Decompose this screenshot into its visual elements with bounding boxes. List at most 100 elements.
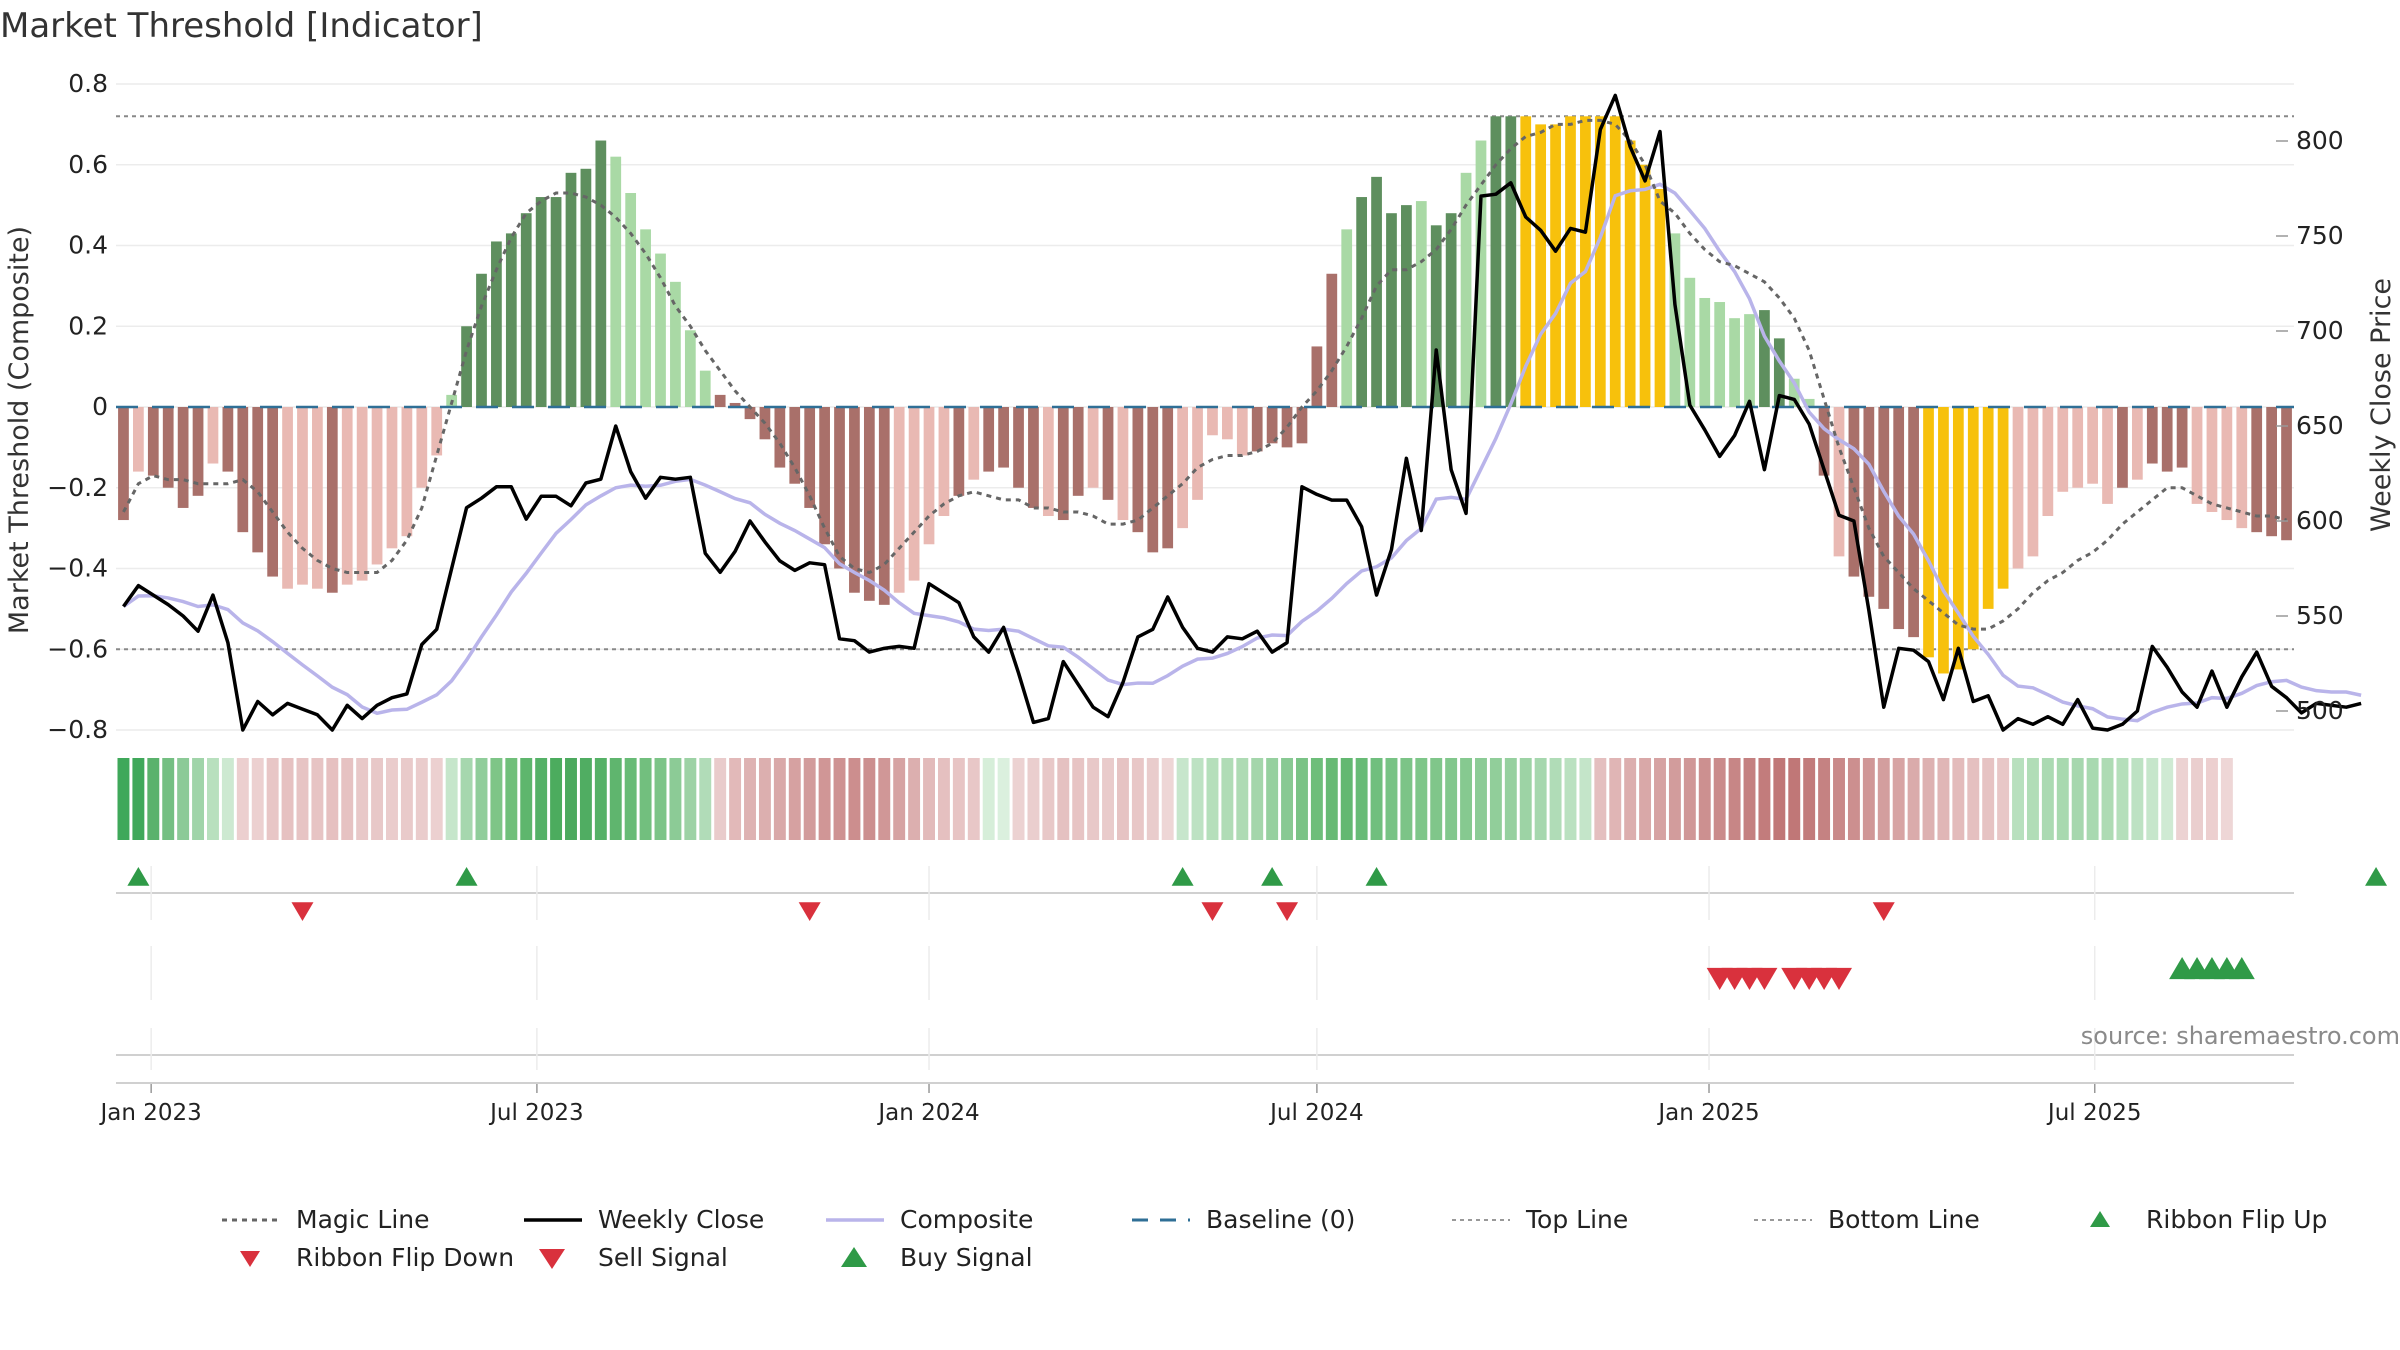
x-tick-label: Jan 2024 — [876, 1100, 979, 1126]
composite-bar — [1684, 277, 1696, 407]
ribbon-cell — [221, 758, 234, 840]
composite-bar — [670, 281, 681, 407]
ribbon-cell — [1609, 758, 1622, 840]
composite-bar — [1207, 407, 1218, 436]
composite-bar — [1952, 407, 1964, 670]
composite-bar — [1639, 164, 1651, 407]
composite-bar — [1251, 407, 1263, 452]
composite-bar — [1699, 297, 1711, 407]
ribbon-flip-down-marker — [291, 902, 314, 921]
composite-bar — [2146, 407, 2158, 464]
sell-signal-marker — [1826, 967, 1853, 990]
composite-bar — [1177, 407, 1188, 529]
composite-bar — [1028, 407, 1039, 508]
ribbon-cell — [251, 758, 264, 840]
ribbon-cell — [1251, 758, 1264, 840]
composite-bar — [1967, 407, 1979, 650]
ribbon-cell — [1281, 758, 1294, 840]
ribbon-cell — [594, 758, 607, 840]
ribbon-cell — [445, 758, 458, 840]
ribbon-cell — [1549, 758, 1562, 840]
composite-bar — [1654, 188, 1666, 407]
composite-bar — [461, 326, 472, 407]
signal-markers — [116, 866, 2388, 1084]
composite-bar — [878, 407, 890, 605]
legend-label: Top Line — [1526, 1205, 1629, 1234]
composite-bar — [640, 229, 651, 407]
composite-bar — [237, 407, 249, 533]
ribbon-cell — [1131, 758, 1144, 840]
composite-bar — [1714, 302, 1726, 407]
y-tick-label: −0.6 — [47, 634, 108, 663]
composite-bar — [804, 407, 816, 508]
ribbon-cell — [967, 758, 980, 840]
ribbon-cell — [1773, 758, 1786, 840]
ribbon-cell — [1534, 758, 1547, 840]
ribbon-cell — [2176, 758, 2189, 840]
ribbon-cell — [714, 758, 727, 840]
composite-bar — [491, 241, 502, 407]
ribbon-cell — [1937, 758, 1950, 840]
ribbon-cell — [1803, 758, 1816, 840]
ribbon-cell — [1445, 758, 1458, 840]
composite-bar — [1938, 407, 1949, 674]
ribbon-cell — [729, 758, 742, 840]
legend-icon — [240, 1250, 260, 1267]
ribbon-cell — [132, 758, 145, 840]
ribbon-cell — [1877, 758, 1890, 840]
y-tick-label: 0.4 — [68, 231, 108, 260]
ribbon-cell — [1042, 758, 1055, 840]
composite-bar — [893, 407, 905, 593]
ribbon-cell — [609, 758, 622, 840]
composite-bar — [550, 197, 562, 407]
composite-bar — [1147, 407, 1159, 553]
ribbon-cell — [147, 758, 160, 840]
composite-bar — [1535, 124, 1547, 407]
composite-bar — [2012, 407, 2024, 569]
composite-line — [122, 182, 2362, 723]
composite-bar — [2117, 407, 2128, 488]
legend-label: Buy Signal — [900, 1243, 1033, 1272]
ribbon-flip-up-marker — [1365, 867, 1388, 886]
ribbon-cell — [803, 758, 816, 840]
legend-label: Ribbon Flip Down — [296, 1243, 515, 1272]
composite-bar — [297, 407, 308, 585]
composite-bar — [849, 407, 860, 593]
legend-icon — [826, 1217, 884, 1222]
y2-tick-label: 650 — [2296, 411, 2344, 440]
y-tick-label: 0.6 — [68, 150, 108, 179]
composite-bar — [520, 213, 532, 407]
composite-bar — [774, 407, 786, 468]
composite-bar — [968, 407, 980, 480]
ribbon-cell — [386, 758, 398, 840]
composite-bar — [2236, 407, 2248, 529]
legend-item: Ribbon Flip Down — [220, 1243, 514, 1272]
ribbon-cell — [1922, 758, 1935, 840]
composite-bar — [1386, 213, 1397, 407]
ribbon-cell — [296, 758, 309, 840]
ribbon-cell — [565, 758, 577, 840]
ribbon-cell — [1698, 758, 1711, 840]
ribbon-cell — [952, 758, 965, 840]
y-tick-label: 0 — [92, 392, 108, 421]
ribbon-cell — [162, 758, 175, 840]
composite-bar — [267, 407, 279, 577]
composite-bar — [326, 407, 338, 593]
ribbon-cell — [430, 758, 443, 840]
composite-bar — [2281, 407, 2292, 541]
composite-bar — [565, 172, 577, 407]
composite-bar — [729, 402, 741, 407]
y-tick-label: 0.8 — [68, 69, 108, 98]
composite-bar — [1669, 233, 1681, 407]
composite-bar — [1326, 273, 1338, 407]
ribbon-cell — [1161, 758, 1174, 840]
y-tick-label: −0.4 — [47, 554, 108, 583]
legend-label: Baseline (0) — [1206, 1205, 1356, 1234]
ribbon-cell — [1519, 758, 1532, 840]
composite-bar — [1042, 407, 1054, 517]
composite-bar — [655, 253, 666, 407]
composite-bar — [1281, 407, 1293, 448]
composite-bar — [1132, 407, 1144, 533]
legend-item: Ribbon Flip Up — [2070, 1205, 2327, 1234]
